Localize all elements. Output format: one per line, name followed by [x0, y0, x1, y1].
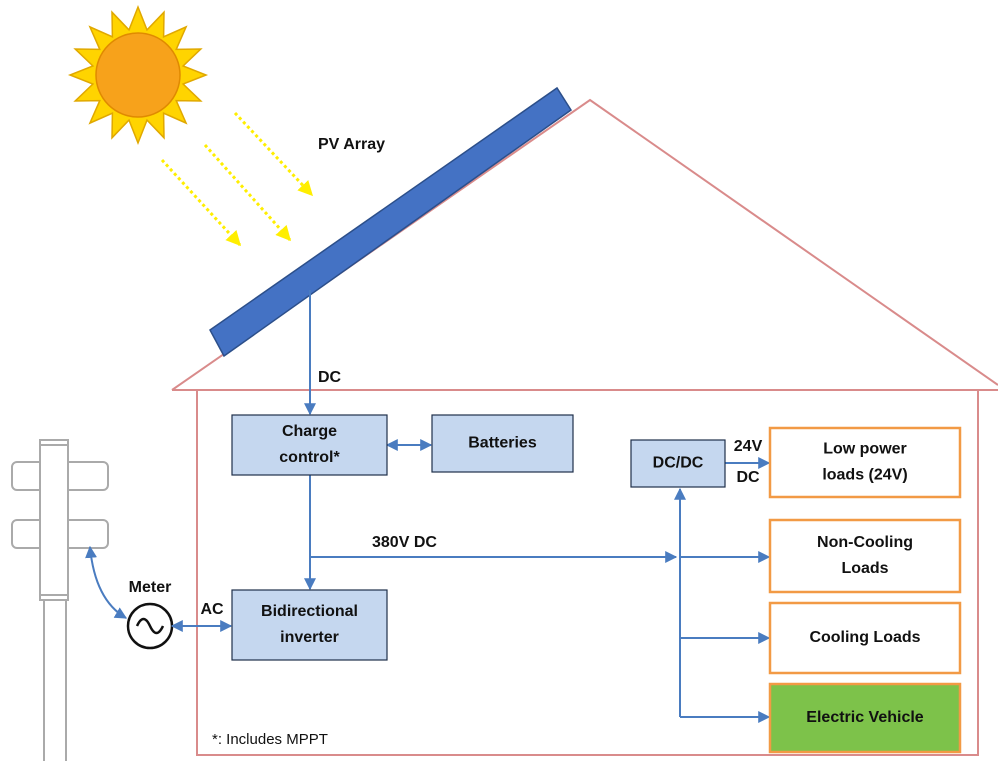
pv-panel: [209, 86, 573, 358]
utility-pole: [11, 439, 109, 761]
sunlight: [160, 111, 314, 247]
batteries-label: Batteries: [468, 435, 537, 452]
ac-label: AC: [200, 601, 224, 618]
load-box: [768, 601, 962, 675]
load-box-label: Low power: [823, 441, 907, 458]
charge-control-label: control*: [279, 449, 340, 466]
inverter-label: inverter: [280, 629, 339, 646]
bus-label: 380V DC: [372, 534, 437, 551]
pv-array-label: PV Array: [318, 136, 385, 153]
inverter: [231, 589, 388, 661]
charge-control-label: Charge: [282, 423, 337, 440]
load-box-label: Electric Vehicle: [806, 709, 924, 726]
footnote: *: Includes MPPT: [212, 731, 328, 748]
charge-control: [231, 414, 388, 476]
meter-label: Meter: [129, 579, 172, 596]
load-box-label: loads (24V): [822, 467, 907, 484]
dc-label: DC: [318, 369, 342, 386]
dcdc-converter-label: DC/DC: [653, 455, 704, 472]
meter-symbol: [135, 617, 165, 635]
sun: [67, 4, 209, 146]
load-box: [768, 426, 962, 499]
load-box-label: Cooling Loads: [809, 629, 920, 646]
load-box-label: Loads: [841, 560, 888, 577]
inverter-label: Bidirectional: [261, 603, 358, 620]
batteries: [431, 414, 574, 473]
dcdc-converter: [630, 439, 726, 488]
dcdc-out-label: 24V: [734, 438, 763, 455]
wires: [170, 290, 771, 723]
dcdc-out-label: DC: [736, 469, 760, 486]
load-box: [768, 518, 962, 594]
service-link: [85, 545, 128, 619]
load-box-label: Non-Cooling: [817, 534, 913, 551]
load-box: [768, 682, 962, 754]
